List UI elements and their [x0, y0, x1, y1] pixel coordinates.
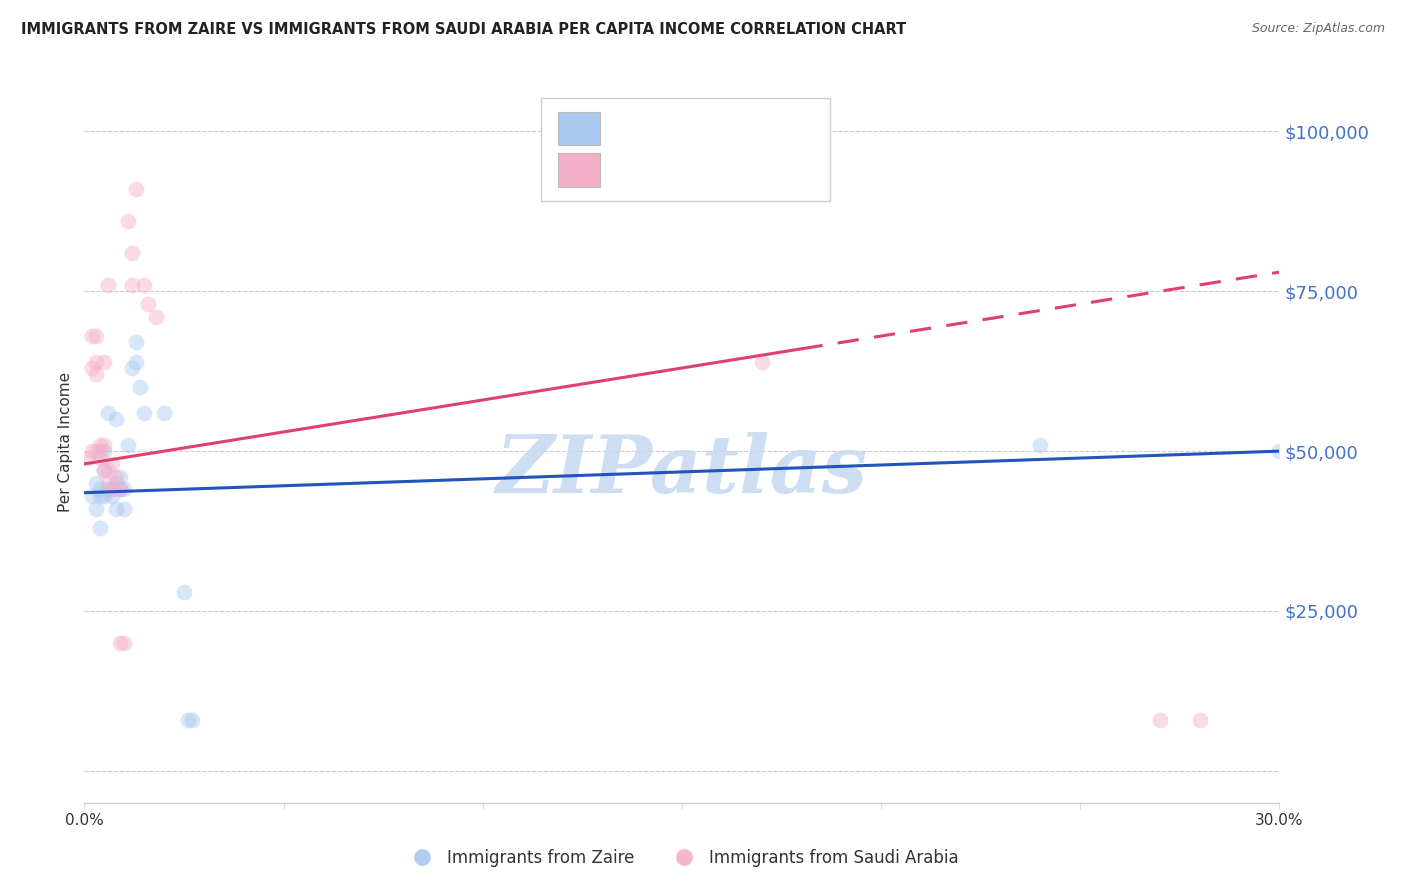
Point	[121, 246, 143, 260]
Text: N =: N =	[714, 120, 751, 137]
Point	[93, 354, 115, 368]
Point	[105, 469, 128, 483]
Point	[97, 463, 120, 477]
Point	[101, 483, 124, 497]
Point	[82, 489, 104, 503]
Point	[97, 483, 120, 497]
Point	[112, 483, 135, 497]
Text: 0.175: 0.175	[651, 161, 703, 179]
Point	[121, 361, 143, 376]
Point	[101, 483, 124, 497]
Legend: Immigrants from Zaire, Immigrants from Saudi Arabia: Immigrants from Zaire, Immigrants from S…	[398, 843, 966, 874]
Point	[110, 469, 132, 483]
Text: R =: R =	[612, 120, 648, 137]
Point	[89, 521, 111, 535]
Point	[82, 444, 104, 458]
Point	[110, 483, 132, 497]
Point	[129, 380, 152, 394]
Point	[1029, 438, 1052, 452]
Point	[97, 406, 120, 420]
Point	[136, 297, 159, 311]
Y-axis label: Per Capita Income: Per Capita Income	[58, 371, 73, 512]
Point	[89, 438, 111, 452]
Point	[93, 489, 115, 503]
Point	[86, 354, 108, 368]
Point	[93, 463, 115, 477]
Point	[93, 444, 115, 458]
Point	[112, 636, 135, 650]
Text: Source: ZipAtlas.com: Source: ZipAtlas.com	[1251, 22, 1385, 36]
Point	[125, 182, 148, 196]
Point	[110, 636, 132, 650]
Point	[97, 277, 120, 292]
Text: 0.126: 0.126	[651, 120, 703, 137]
Point	[125, 354, 148, 368]
Point	[86, 329, 108, 343]
Point	[132, 277, 156, 292]
Point	[86, 501, 108, 516]
Point	[117, 438, 139, 452]
Point	[105, 412, 128, 426]
Point	[125, 335, 148, 350]
Point	[93, 438, 115, 452]
Point	[1188, 713, 1211, 727]
Point	[89, 450, 111, 465]
Point	[112, 501, 135, 516]
Point	[86, 368, 108, 382]
Point	[101, 489, 124, 503]
Text: 32: 32	[752, 120, 776, 137]
Point	[86, 476, 108, 491]
Point	[105, 501, 128, 516]
Point	[173, 584, 195, 599]
Point	[1268, 444, 1291, 458]
Text: N =: N =	[714, 161, 751, 179]
Point	[121, 277, 143, 292]
Point	[181, 713, 204, 727]
Text: IMMIGRANTS FROM ZAIRE VS IMMIGRANTS FROM SAUDI ARABIA PER CAPITA INCOME CORRELAT: IMMIGRANTS FROM ZAIRE VS IMMIGRANTS FROM…	[21, 22, 907, 37]
Point	[110, 483, 132, 497]
Point	[89, 444, 111, 458]
Point	[177, 713, 200, 727]
Text: 33: 33	[752, 161, 776, 179]
Point	[86, 444, 108, 458]
Point	[1149, 713, 1171, 727]
Point	[97, 476, 120, 491]
Point	[82, 361, 104, 376]
Point	[751, 354, 773, 368]
Text: ZIPatlas: ZIPatlas	[496, 432, 868, 509]
Point	[153, 406, 176, 420]
Point	[77, 450, 100, 465]
Point	[145, 310, 167, 324]
Point	[89, 489, 111, 503]
Point	[93, 463, 115, 477]
Point	[101, 457, 124, 471]
Point	[105, 476, 128, 491]
Point	[132, 406, 156, 420]
Point	[117, 214, 139, 228]
Point	[82, 329, 104, 343]
Text: R =: R =	[612, 161, 648, 179]
Point	[89, 483, 111, 497]
